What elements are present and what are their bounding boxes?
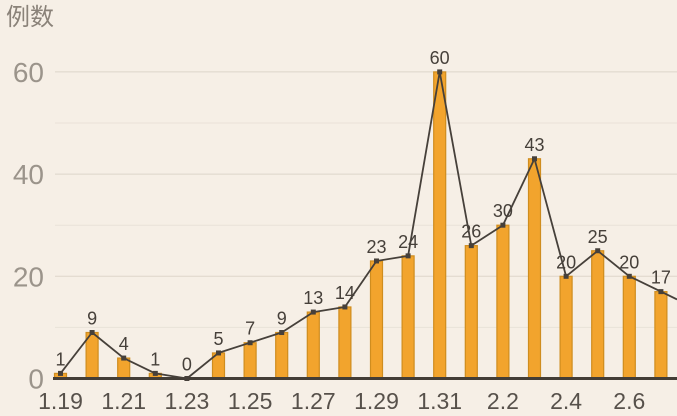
- value-label: 20: [556, 252, 576, 272]
- y-tick-label: 60: [13, 57, 44, 88]
- value-label: 1: [150, 349, 160, 369]
- x-axis-tick-labels: 1.19 1.21 1.23 1.25 1.27 1.29 1.31 2.2 2.4 2.6: [38, 388, 645, 414]
- bar: [622, 275, 636, 380]
- marker-dot: [89, 330, 95, 336]
- value-label: 9: [87, 309, 97, 329]
- bar: [559, 275, 573, 380]
- marker-dot: [121, 355, 127, 361]
- value-label: 30: [493, 201, 513, 221]
- value-label: 13: [303, 288, 323, 308]
- value-label: 1: [55, 349, 65, 369]
- bar: [338, 306, 352, 380]
- marker-dot: [405, 253, 411, 259]
- bar: [85, 331, 99, 380]
- data-value-labels: 1 9 4 1 0 5 7 9 13 14 23 24 60 26 30 43 20 25 20 17: [55, 48, 670, 375]
- bar: [433, 71, 447, 380]
- x-tick-label: 1.19: [38, 388, 83, 414]
- marker-dot: [310, 309, 316, 315]
- bar: [369, 260, 384, 380]
- x-tick-label: 1.27: [291, 388, 336, 414]
- value-label: 0: [182, 355, 192, 375]
- value-label: 25: [588, 227, 608, 247]
- marker-dot: [595, 248, 601, 254]
- x-tick-label: 1.29: [354, 388, 399, 414]
- marker-dot: [626, 273, 632, 279]
- marker-dot: [216, 350, 221, 356]
- value-label: 9: [277, 309, 287, 329]
- x-tick-label: 2.6: [613, 388, 645, 414]
- bar: [275, 331, 289, 380]
- bar: [401, 255, 415, 380]
- value-label: 4: [119, 334, 129, 354]
- x-tick-label: 2.2: [487, 388, 519, 414]
- marker-dot: [563, 273, 569, 279]
- value-label: 26: [461, 222, 481, 242]
- marker-dot: [247, 340, 253, 346]
- x-tick-label: 1.31: [417, 388, 462, 414]
- bar: [496, 224, 510, 380]
- marker-dot: [437, 69, 443, 75]
- gridlines: [55, 71, 677, 328]
- marker-dot: [342, 304, 348, 310]
- marker-dot: [279, 330, 285, 336]
- value-label: 5: [213, 329, 223, 349]
- y-axis-title: 例数: [6, 4, 54, 31]
- y-tick-label: 20: [13, 261, 44, 292]
- marker-dot: [184, 376, 190, 381]
- y-tick-label: 0: [28, 364, 44, 395]
- value-label: 60: [430, 48, 450, 68]
- value-label: 17: [651, 268, 671, 288]
- x-tick-label: 1.21: [101, 388, 146, 414]
- value-label: 20: [619, 252, 639, 272]
- marker-dot: [374, 258, 379, 264]
- x-tick-label: 1.25: [228, 388, 273, 414]
- bar: [654, 291, 668, 380]
- marker-dot: [152, 370, 158, 376]
- value-label: 7: [245, 319, 255, 339]
- bar: [464, 245, 478, 380]
- bar: [527, 158, 542, 380]
- line-markers: [58, 69, 664, 381]
- y-axis-tick-labels: 0 20 40 60: [13, 57, 44, 395]
- bar: [306, 311, 320, 380]
- y-tick-label: 40: [13, 159, 44, 190]
- x-tick-label: 1.23: [165, 388, 210, 414]
- marker-dot: [58, 370, 63, 376]
- marker-dot: [658, 289, 664, 295]
- bar: [591, 250, 605, 380]
- marker-dot: [468, 243, 474, 249]
- marker-dot: [532, 156, 537, 162]
- value-label: 24: [398, 232, 418, 252]
- bar: [243, 342, 257, 380]
- x-tick-label: 2.4: [550, 388, 582, 414]
- value-label: 23: [366, 237, 386, 257]
- marker-dot: [500, 222, 506, 228]
- value-label: 43: [524, 135, 544, 155]
- value-label: 14: [335, 283, 355, 303]
